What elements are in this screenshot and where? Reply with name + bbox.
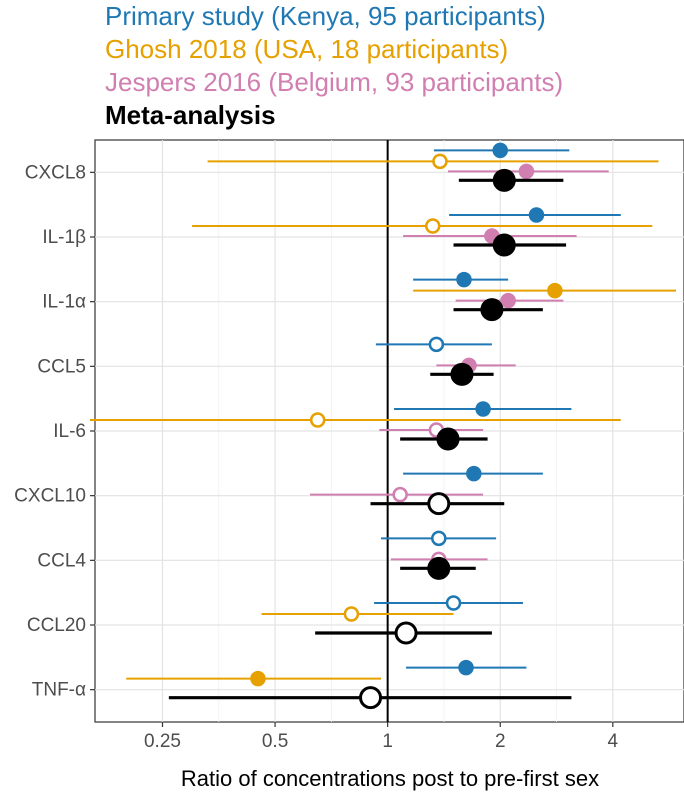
point-primary-study-kenya-95-participants-il-1 <box>528 207 545 223</box>
x-tick-label-4: 4 <box>608 731 619 752</box>
point-ghosh-2018-usa-18-participants-ccl20 <box>343 606 360 622</box>
point-primary-study-kenya-95-participants-il-6 <box>475 401 491 417</box>
point-primary-study-kenya-95-participants-ccl5 <box>428 336 445 353</box>
point-ghosh-2018-usa-18-participants-il-6 <box>309 412 326 428</box>
y-tick-label-il-1: IL-1β <box>42 227 86 248</box>
point-ghosh-2018-usa-18-participants-il-1 <box>424 218 441 234</box>
point-jespers-2016-belgium-93-participants-cxcl10 <box>392 486 408 503</box>
point-jespers-2016-belgium-93-participants-il-1 <box>500 292 516 309</box>
legend-meta-analysis: Meta-analysis <box>105 100 276 130</box>
point-ghosh-2018-usa-18-participants-cxcl8 <box>432 153 448 170</box>
point-primary-study-kenya-95-participants-ccl4 <box>431 530 447 547</box>
x-tick-label-2: 2 <box>495 731 506 752</box>
point-meta-analysis-il-1 <box>492 233 516 257</box>
y-tick-label-cxcl10: CXCL10 <box>14 486 86 507</box>
point-meta-analysis-ccl5 <box>450 362 474 386</box>
point-jespers-2016-belgium-93-participants-cxcl8 <box>518 163 535 180</box>
point-meta-analysis-cxcl10 <box>427 492 451 516</box>
y-tick-label-cxcl8: CXCL8 <box>25 162 86 183</box>
point-primary-study-kenya-95-participants-cxcl10 <box>466 465 482 482</box>
x-axis-title: Ratio of concentrations post to pre-firs… <box>181 766 599 791</box>
y-tick-label-ccl5: CCL5 <box>37 356 86 377</box>
y-axis-ticks: CXCL8 IL-1β IL-1α CCL5 IL-6 CXCL10 CCL4 CCL20 TN… <box>14 162 95 701</box>
point-primary-study-kenya-95-participants-tnf <box>458 659 474 676</box>
x-tick-label-1: 1 <box>382 731 393 752</box>
point-meta-analysis-ccl4 <box>427 556 451 580</box>
data-marks <box>90 142 676 710</box>
y-tick-label-il-1: IL-1α <box>42 292 86 313</box>
legend-primary-study: Primary study (Kenya, 95 participants) <box>105 1 546 31</box>
x-axis-ticks: 0.25 0.5 1 2 4 <box>144 722 619 752</box>
legend: Primary study (Kenya, 95 participants) G… <box>105 1 563 130</box>
point-meta-analysis-cxcl8 <box>492 168 516 192</box>
y-tick-label-tnf: TNF-α <box>32 680 86 701</box>
point-ghosh-2018-usa-18-participants-il-1 <box>547 282 563 299</box>
legend-ghosh-2018: Ghosh 2018 (USA, 18 participants) <box>105 34 508 64</box>
legend-jespers-2016: Jespers 2016 (Belgium, 93 participants) <box>105 67 563 97</box>
point-meta-analysis-ccl20 <box>394 621 418 645</box>
point-primary-study-kenya-95-participants-cxcl8 <box>492 142 508 159</box>
x-tick-label-0-25: 0.25 <box>144 731 181 752</box>
point-meta-analysis-il-6 <box>436 427 460 451</box>
x-tick-label-0-5: 0.5 <box>262 731 288 752</box>
point-meta-analysis-il-1 <box>480 298 504 322</box>
point-primary-study-kenya-95-participants-ccl20 <box>445 595 462 611</box>
point-primary-study-kenya-95-participants-il-1 <box>456 271 472 288</box>
y-tick-label-ccl4: CCL4 <box>37 550 86 571</box>
point-meta-analysis-tnf <box>359 686 383 710</box>
y-tick-label-il-6: IL-6 <box>53 421 86 442</box>
point-ghosh-2018-usa-18-participants-tnf <box>250 670 266 687</box>
y-tick-label-ccl20: CCL20 <box>27 615 86 636</box>
